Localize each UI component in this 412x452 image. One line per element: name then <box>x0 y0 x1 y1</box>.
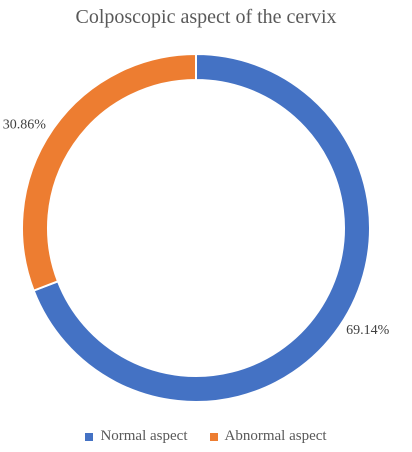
data-label-abnormal-aspect: 30.86% <box>3 117 47 132</box>
legend-label-normal-aspect: Normal aspect <box>100 428 188 444</box>
legend-item-normal-aspect: Normal aspect <box>85 428 188 445</box>
legend: Normal aspect Abnormal aspect <box>0 428 412 445</box>
legend-swatch-normal-aspect <box>85 432 94 441</box>
slice-abnormal-aspect <box>21 52 197 292</box>
legend-item-abnormal-aspect: Abnormal aspect <box>209 428 327 445</box>
donut-slices <box>21 52 371 403</box>
legend-swatch-abnormal-aspect <box>209 432 218 441</box>
donut-data-labels: 69.14% 30.86% <box>3 117 390 338</box>
legend-label-abnormal-aspect: Abnormal aspect <box>224 428 327 444</box>
data-label-normal-aspect: 69.14% <box>346 323 390 338</box>
chart-title: Colposcopic aspect of the cervix <box>75 6 337 28</box>
slice-normal-aspect <box>32 52 371 403</box>
